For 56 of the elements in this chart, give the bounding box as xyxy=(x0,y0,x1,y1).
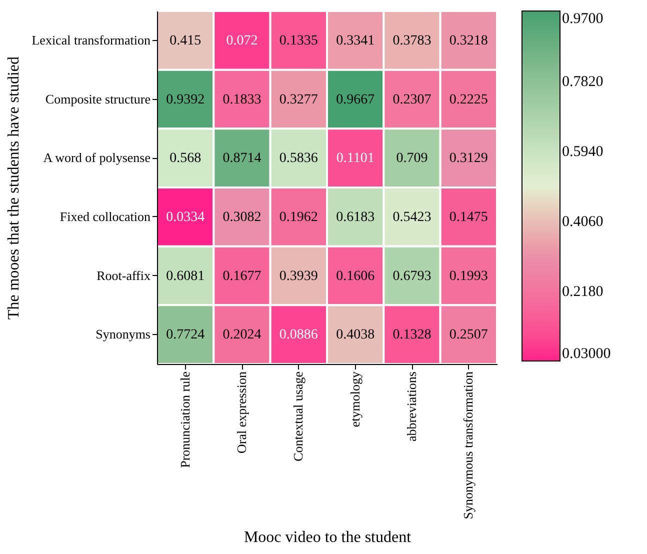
data-label: 0.709 xyxy=(396,151,428,166)
data-label: 0.3341 xyxy=(336,33,375,48)
data-label: 0.3783 xyxy=(392,33,432,48)
data-label: 0.3082 xyxy=(222,210,262,225)
color-bar-label: 0.7820 xyxy=(562,74,604,90)
x-tick-label: Oral expression xyxy=(234,371,249,454)
data-label: 0.7724 xyxy=(166,328,205,343)
data-label: 0.6081 xyxy=(166,268,205,284)
data-label: 0.2024 xyxy=(222,328,262,343)
x-tick-label: Contextual usage xyxy=(290,371,306,462)
data-label: 0.568 xyxy=(170,151,202,166)
color-bar-label: 0.4060 xyxy=(562,214,604,230)
data-label: 0.1962 xyxy=(279,210,318,225)
data-label: 0.1328 xyxy=(392,328,432,343)
data-label: 0.3939 xyxy=(279,268,318,284)
data-label: 0.3218 xyxy=(449,33,488,48)
data-label: 0.1993 xyxy=(449,268,488,284)
y-tick-label: Synonyms xyxy=(96,326,150,342)
y-tick-label: Root-affix xyxy=(96,268,151,283)
x-tick-label: Pronunciation rule xyxy=(177,371,192,468)
data-label: 0.1475 xyxy=(449,210,488,225)
data-label: 0.0334 xyxy=(166,210,205,225)
data-label: 0.3277 xyxy=(279,92,318,108)
data-label: 0.9392 xyxy=(166,92,205,108)
data-label: 0.1606 xyxy=(336,268,375,284)
data-label: 0.0886 xyxy=(279,328,318,343)
color-bar-label: 0.2180 xyxy=(562,284,604,300)
x-tick-label: abbreviations xyxy=(404,372,419,442)
data-label: 0.2225 xyxy=(449,92,488,108)
data-label: 0.5836 xyxy=(279,151,318,166)
data-label: 0.1335 xyxy=(279,33,318,48)
y-tick-label: A word of polysense xyxy=(43,150,151,166)
data-label: 0.1677 xyxy=(222,268,262,284)
data-label: 0.9667 xyxy=(336,92,375,108)
data-label: 0.2307 xyxy=(392,92,432,108)
data-label: 0.8714 xyxy=(222,151,262,166)
data-label: 0.5423 xyxy=(392,210,432,225)
x-tick-label: etymology xyxy=(347,371,362,428)
data-label: 0.4038 xyxy=(336,328,375,343)
data-label: 0.3129 xyxy=(449,151,488,166)
color-bar-label: 0.5940 xyxy=(562,144,604,160)
y-tick-label: Lexical transformation xyxy=(32,32,151,48)
x-axis-title: Mooc video to the student xyxy=(244,529,412,546)
data-label: 0.6793 xyxy=(392,268,432,284)
data-label: 0.2507 xyxy=(449,328,488,343)
y-axis-title: The mooes that the students have studied xyxy=(6,56,23,320)
data-label: 0.1833 xyxy=(222,92,262,108)
data-label: 0.6183 xyxy=(336,210,375,225)
data-label: 0.415 xyxy=(170,33,202,48)
y-tick-label: Composite structure xyxy=(45,91,151,106)
x-tick-label: Synonymous transformation xyxy=(460,371,476,520)
color-bar-label: 0.9700 xyxy=(562,11,604,27)
y-tick-label: Fixed collocation xyxy=(60,208,151,224)
color-bar-label: 0.03000 xyxy=(562,346,611,362)
data-label: 0.1101 xyxy=(336,151,374,166)
data-label: 0.072 xyxy=(226,33,258,48)
